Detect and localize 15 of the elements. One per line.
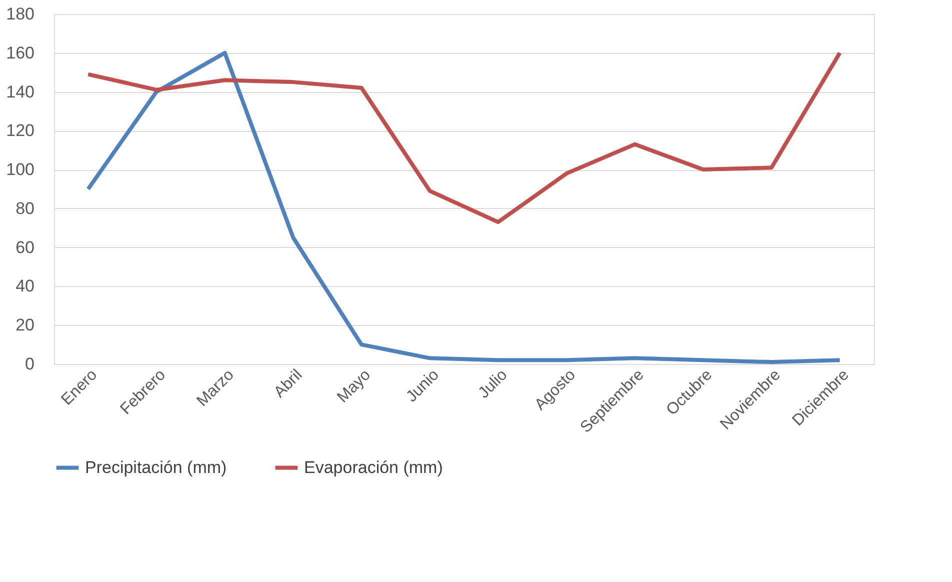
y-tick-label: 20 bbox=[16, 316, 34, 335]
y-tick-label: 60 bbox=[16, 238, 34, 257]
legend-label: Evaporación (mm) bbox=[304, 458, 443, 477]
y-tick-label: 40 bbox=[16, 276, 34, 296]
y-tick-label: 160 bbox=[6, 43, 34, 62]
y-tick-label: 0 bbox=[25, 354, 34, 374]
legend-label: Precipitación (mm) bbox=[85, 458, 227, 477]
y-tick-label: 180 bbox=[6, 4, 34, 24]
x-tick-label: Julio bbox=[475, 366, 511, 402]
line-series bbox=[86, 50, 842, 364]
y-tick-label: 80 bbox=[16, 198, 34, 218]
y-tick-label: 100 bbox=[6, 160, 34, 180]
y-tick-label: 140 bbox=[6, 82, 34, 102]
line-series bbox=[86, 50, 842, 224]
y-tick-label: 120 bbox=[6, 121, 34, 140]
